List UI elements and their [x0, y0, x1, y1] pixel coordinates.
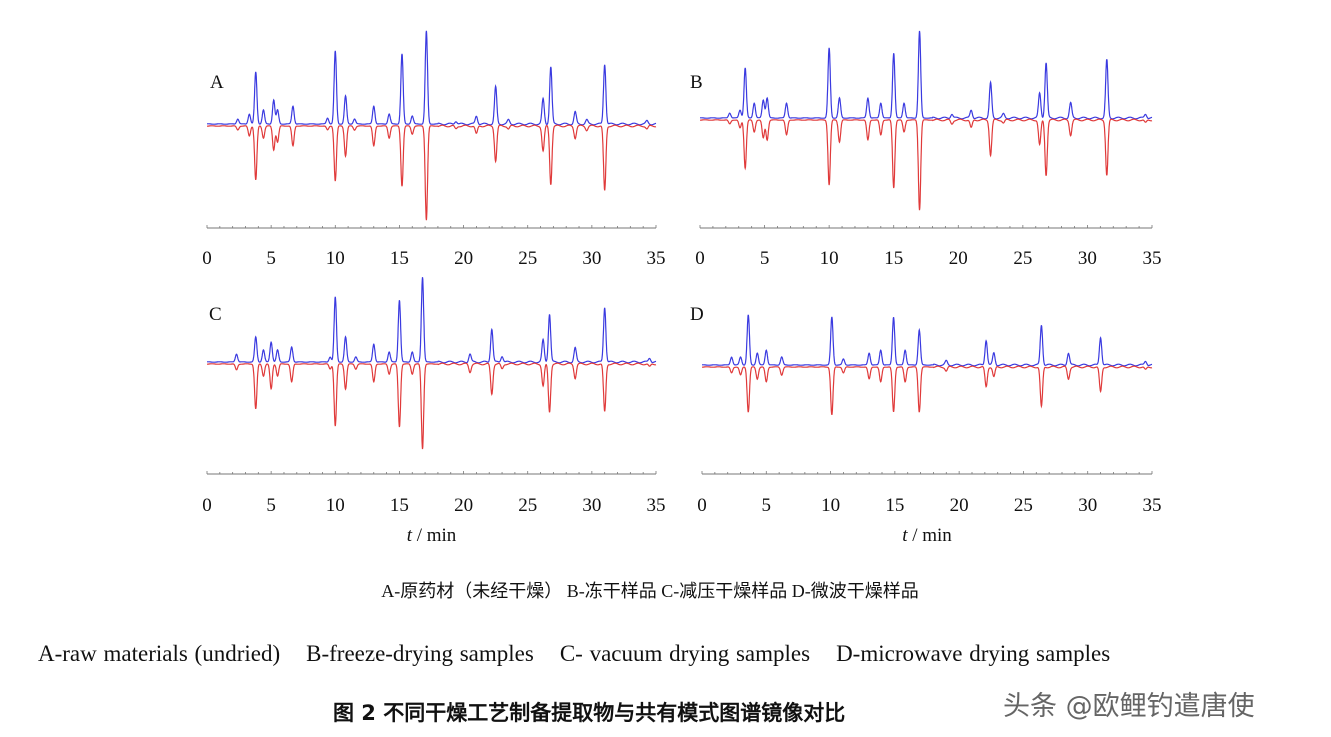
panel-label-B: B: [690, 72, 703, 93]
x-tick-label: 10: [326, 248, 345, 269]
panel-label-D: D: [690, 304, 704, 325]
x-tick-label: 25: [518, 495, 537, 516]
x-tick-label: 20: [950, 495, 969, 516]
x-tick-label: 35: [647, 495, 666, 516]
x-tick-label: 0: [202, 248, 212, 269]
x-tick-label: 0: [202, 495, 212, 516]
caption-en-b: B-freeze-drying samples: [306, 641, 534, 666]
trace-common-pattern-A: [207, 124, 657, 221]
caption-english: A-raw materials (undried) B-freeze-drying…: [38, 641, 1136, 667]
x-tick-label: 35: [1143, 248, 1162, 269]
x-tick-label: 5: [266, 495, 276, 516]
x-tick-label: 15: [884, 248, 903, 269]
x-tick-label: 25: [1014, 495, 1033, 516]
x-tick-label: 30: [582, 248, 601, 269]
x-tick-label: 20: [454, 495, 473, 516]
caption-en-c: C- vacuum drying samples: [559, 641, 811, 666]
x-axis-title: t / min: [407, 525, 457, 546]
x-tick-label: 10: [821, 495, 840, 516]
x-tick-label: 35: [647, 248, 666, 269]
x-tick-label: 5: [266, 248, 276, 269]
panel-label-A: A: [210, 72, 224, 93]
trace-sample-B: [700, 30, 1153, 120]
x-tick-label: 10: [820, 248, 839, 269]
x-tick-label: 15: [885, 495, 904, 516]
x-tick-label: 5: [760, 248, 770, 269]
figure-title: 图 2 不同干燥工艺制备提取物与共有模式图谱镜像对比: [333, 701, 846, 725]
caption-en-d: D-microwave drying samples: [836, 641, 1111, 666]
trace-common-pattern-B: [700, 118, 1153, 211]
caption-chinese: A-原药材（未经干燥） B-冻干样品 C-减压干燥样品 D-微波干燥样品: [381, 581, 919, 601]
x-tick-label: 0: [697, 495, 707, 516]
trace-sample-D: [702, 314, 1153, 367]
watermark: 头条 @欧鲤钓遣唐使: [1003, 691, 1255, 722]
caption-en-a: A-raw materials (undried): [38, 641, 281, 666]
x-tick-label: 10: [326, 495, 345, 516]
x-tick-label: 25: [518, 248, 537, 269]
trace-sample-C: [207, 277, 657, 364]
x-tick-label: 35: [1143, 495, 1162, 516]
x-tick-label: 30: [1078, 495, 1097, 516]
x-tick-label: 20: [949, 248, 968, 269]
trace-common-pattern-D: [702, 365, 1153, 416]
x-tick-label: 0: [695, 248, 705, 269]
x-tick-label: 20: [454, 248, 473, 269]
x-tick-label: 30: [1078, 248, 1097, 269]
x-tick-label: 15: [390, 248, 409, 269]
x-tick-label: 25: [1013, 248, 1032, 269]
x-axis-title: t / min: [902, 525, 952, 546]
panel-label-C: C: [209, 304, 222, 325]
x-tick-label: 5: [762, 495, 772, 516]
x-tick-label: 30: [582, 495, 601, 516]
trace-common-pattern-C: [207, 362, 657, 450]
x-tick-label: 15: [390, 495, 409, 516]
trace-sample-A: [207, 30, 657, 126]
